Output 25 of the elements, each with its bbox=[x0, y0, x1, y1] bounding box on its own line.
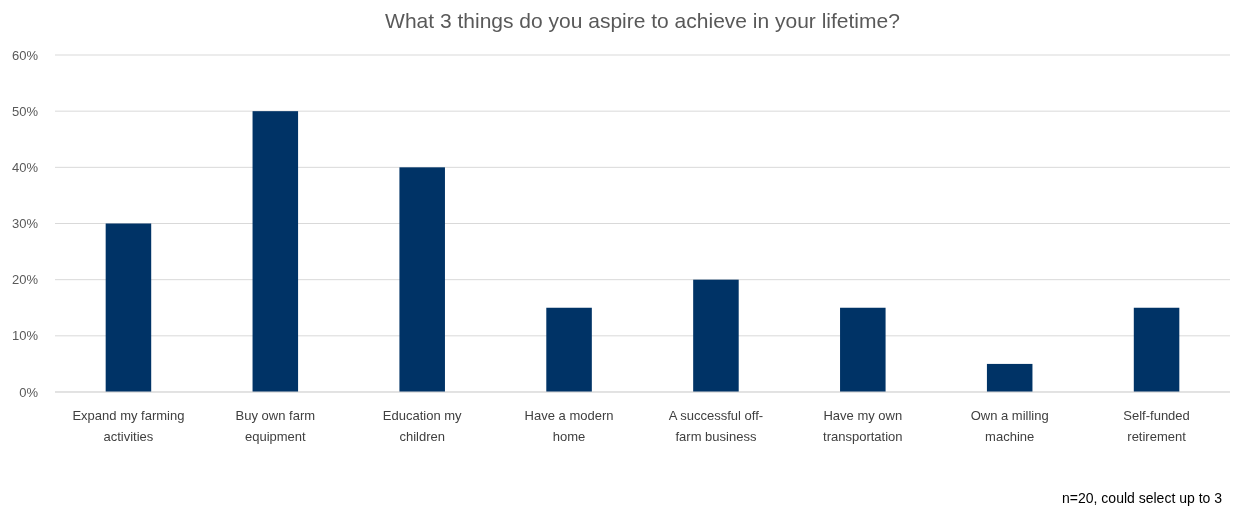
y-tick-label: 50% bbox=[11, 103, 39, 119]
x-tick-label: Have my own transportation bbox=[823, 408, 903, 444]
y-tick-label: 20% bbox=[11, 272, 39, 288]
text: n=20, could select up to 3 bbox=[1062, 490, 1223, 506]
bar bbox=[546, 307, 592, 392]
y-tick-label: 10% bbox=[11, 328, 39, 344]
x-tick-label: Self-funded retirement bbox=[1123, 408, 1190, 444]
bar bbox=[399, 167, 445, 392]
bar bbox=[840, 307, 886, 392]
x-tick-label: Own a milling machine bbox=[970, 408, 1049, 444]
x-tick-label: Education my children bbox=[382, 408, 463, 444]
bar bbox=[693, 279, 739, 392]
y-tick-label: 40% bbox=[11, 159, 39, 175]
x-tick-label: Expand my farming activities bbox=[72, 408, 185, 444]
bar bbox=[252, 111, 299, 392]
x-tick-label: Have a modern home bbox=[524, 408, 614, 444]
bar bbox=[105, 223, 152, 392]
x-tick-label: Buy own farm equipment bbox=[235, 408, 316, 444]
y-tick-label: 30% bbox=[11, 216, 39, 232]
y-tick-label: 0% bbox=[19, 384, 39, 400]
bar bbox=[986, 363, 1033, 392]
chart-title: What 3 things do you aspire to achieve in your lifetime? bbox=[385, 9, 900, 32]
x-tick-label: A successful off-farm business bbox=[668, 408, 764, 444]
bar bbox=[1133, 307, 1180, 392]
y-tick-label: 60% bbox=[11, 47, 39, 63]
